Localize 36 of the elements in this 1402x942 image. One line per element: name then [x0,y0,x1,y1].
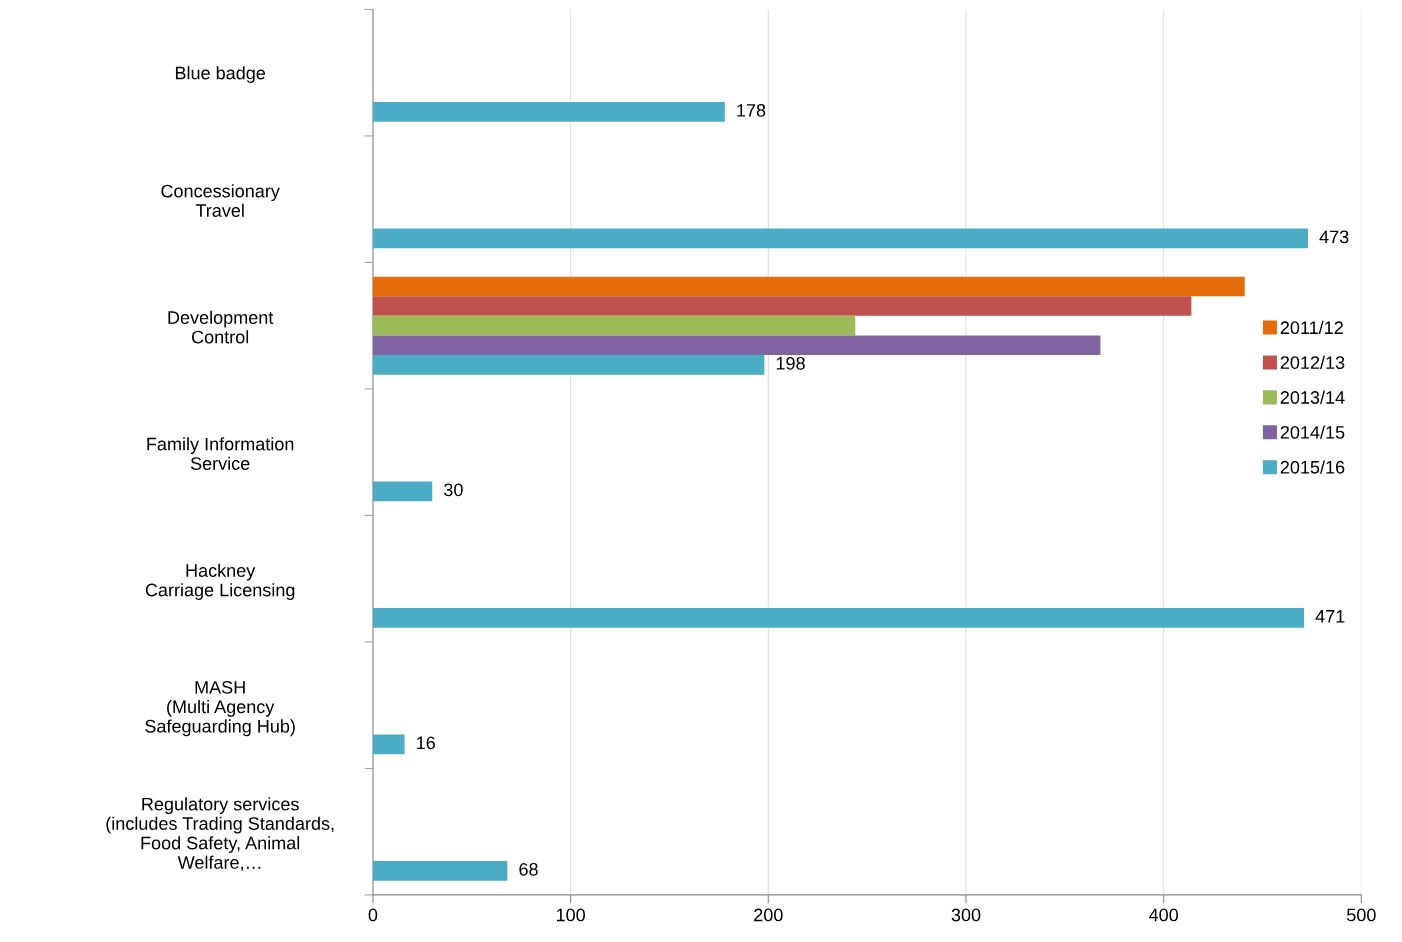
y-tick-label: Regulatory services (includes Trading Standards, Food Safety, Animal Welfare,… [106,797,334,871]
bar [372,102,725,122]
data-label: 471 [1315,610,1345,623]
y-tick-label: Blue badge [175,66,266,83]
bar [372,734,405,755]
bar [372,355,765,375]
x-tick-label: 500 [1347,908,1376,922]
data-label: 198 [776,356,805,370]
y-tick-label: Family Information Service [147,437,294,470]
data-label: 30 [444,483,463,497]
data-label: 16 [417,736,435,750]
y-tick-label: Development Control [168,310,274,344]
legend-label: 2014/15 [1280,425,1345,439]
y-tick-label: Concessionary Travel [161,184,280,217]
bar [372,276,1245,297]
data-label: 68 [519,862,538,876]
x-tick-label: 100 [556,908,585,922]
bar [372,335,1101,356]
legend-label: 2012/13 [1280,355,1345,369]
bar [372,481,433,502]
x-tick-label: 300 [951,908,981,922]
bar [372,315,856,336]
data-label: 178 [737,103,766,117]
legend-label: 2011/12 [1280,320,1343,335]
y-tick-label: MASH (Multi Agency Safeguarding Hub) [145,680,295,737]
data-label: 473 [1319,230,1349,244]
legend-label: 2013/14 [1280,390,1345,404]
x-tick-label: 200 [754,908,783,922]
x-tick-label: 0 [368,908,378,922]
bar [372,228,1308,249]
bar [372,296,1192,316]
bar [372,608,1305,628]
y-tick-label: Hackney Carriage Licensing [145,563,295,600]
legend-label: 2015/16 [1280,460,1345,474]
x-tick-label: 400 [1149,908,1179,922]
bar [372,861,508,881]
